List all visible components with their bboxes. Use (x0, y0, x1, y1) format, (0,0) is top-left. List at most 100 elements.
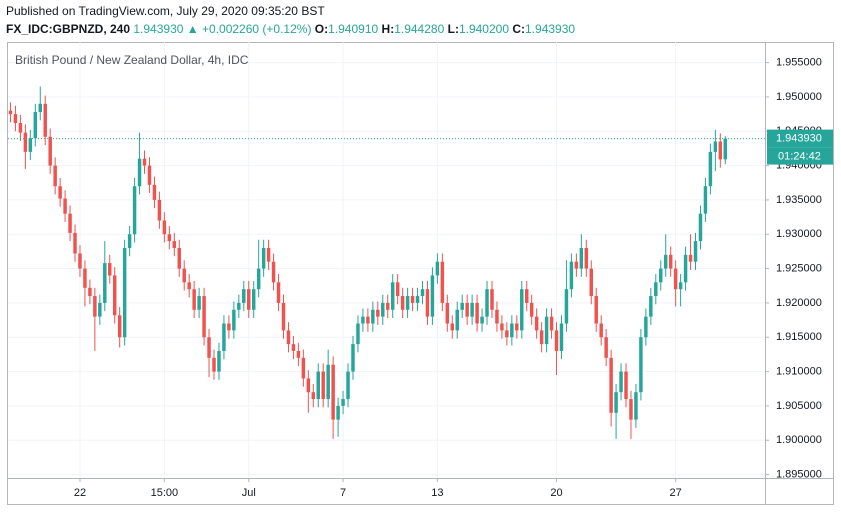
candle-body (112, 275, 117, 316)
candle-body (524, 289, 529, 303)
candle-body (286, 330, 291, 345)
candle-body (261, 247, 266, 269)
candle-body (678, 282, 683, 290)
candle-body (38, 103, 43, 113)
candle-body (619, 371, 623, 393)
candle-body (33, 112, 38, 139)
candle-body (8, 110, 13, 115)
h-label: H: (381, 22, 395, 36)
x-tick-label: 15:00 (151, 487, 179, 499)
candle-body (569, 261, 574, 290)
y-tick-label: 1.910000 (776, 365, 822, 377)
candle-body (659, 268, 663, 283)
l-label: L: (447, 22, 459, 36)
candle-body (668, 254, 673, 269)
countdown-box (767, 147, 833, 165)
candle-body (256, 268, 261, 290)
candle-body (604, 337, 608, 358)
candle-body (331, 364, 335, 420)
candle-body (673, 268, 678, 290)
x-tick-label: 27 (670, 487, 682, 499)
candle-body (137, 158, 142, 187)
published-line: Published on TradingView.com, July 29, 2… (6, 4, 325, 18)
candle-body (470, 302, 474, 317)
o-value: 1.940910 (328, 22, 379, 36)
candle-body (460, 302, 464, 310)
candle-body (222, 323, 226, 351)
candle-body (316, 371, 320, 400)
candle-body (400, 296, 405, 310)
candle-body (232, 309, 236, 331)
candle-body (162, 220, 167, 235)
last-price-box (767, 129, 833, 148)
candle-body (276, 282, 281, 303)
candle-body (584, 247, 589, 269)
candle-body (291, 344, 296, 351)
y-tick-label: 1.920000 (776, 297, 822, 309)
candle-body (718, 141, 723, 160)
candle-body (663, 254, 668, 269)
x-tick-label: 7 (340, 487, 346, 499)
candle-body (108, 263, 112, 276)
y-tick-label: 1.895000 (776, 468, 822, 480)
candle-body (515, 323, 519, 331)
candle-body (167, 234, 172, 242)
candle-body (177, 247, 181, 269)
candle-body (579, 247, 584, 269)
candle-body (594, 296, 598, 324)
candle-body (544, 316, 549, 345)
candle-body (266, 247, 271, 262)
candle-body (405, 296, 410, 310)
candle-body (386, 302, 390, 310)
candle-body (73, 232, 77, 254)
candle-body (43, 103, 47, 137)
candle-body (490, 289, 494, 310)
candle-body (93, 296, 97, 317)
candle-body (271, 261, 276, 283)
candle-body (88, 287, 92, 297)
candle-body (693, 241, 698, 262)
candle-body (549, 316, 554, 331)
candle-body (500, 323, 504, 331)
candle-body (356, 323, 360, 345)
candle-body (83, 268, 87, 288)
candle-body (311, 392, 316, 400)
last-price-label: 1.943930 (776, 133, 822, 145)
y-tick-label: 1.930000 (776, 228, 822, 240)
candle-body (346, 371, 350, 400)
x-tick-label: 20 (550, 487, 562, 499)
candle-body (306, 378, 311, 393)
candle-body (103, 263, 107, 303)
y-tick-label: 1.935000 (776, 194, 822, 206)
candle-body (534, 316, 539, 331)
last: 1.943930 (133, 22, 184, 36)
candle-body (614, 392, 618, 413)
candle-body (326, 364, 330, 400)
candle-body (192, 289, 196, 310)
candle-body (599, 323, 603, 338)
countdown: 01:24:42 (778, 151, 821, 163)
candle-body (529, 302, 534, 317)
candle-body (465, 302, 469, 317)
candle-body (435, 261, 440, 276)
candle-body (639, 337, 643, 393)
candle-body (197, 296, 201, 310)
x-tick-label: 13 (431, 487, 443, 499)
candle-body (554, 330, 559, 351)
candle-body (202, 296, 206, 338)
legend-line: FX_IDC:GBPNZD, 240 1.943930 ▲ +0.002260 … (6, 22, 575, 36)
candle-body (371, 309, 375, 324)
candle-body (13, 114, 18, 124)
x-tick-label: Jul (242, 487, 256, 499)
candle-body (381, 302, 385, 317)
candle-body (242, 289, 246, 303)
l-value: 1.940200 (458, 22, 509, 36)
candle-body (713, 141, 718, 152)
candle-body (649, 296, 653, 317)
candle-body (18, 123, 23, 133)
candle-body (723, 138, 728, 160)
candle-body (53, 165, 57, 187)
candle-body (98, 302, 102, 317)
candle-body (147, 165, 152, 185)
